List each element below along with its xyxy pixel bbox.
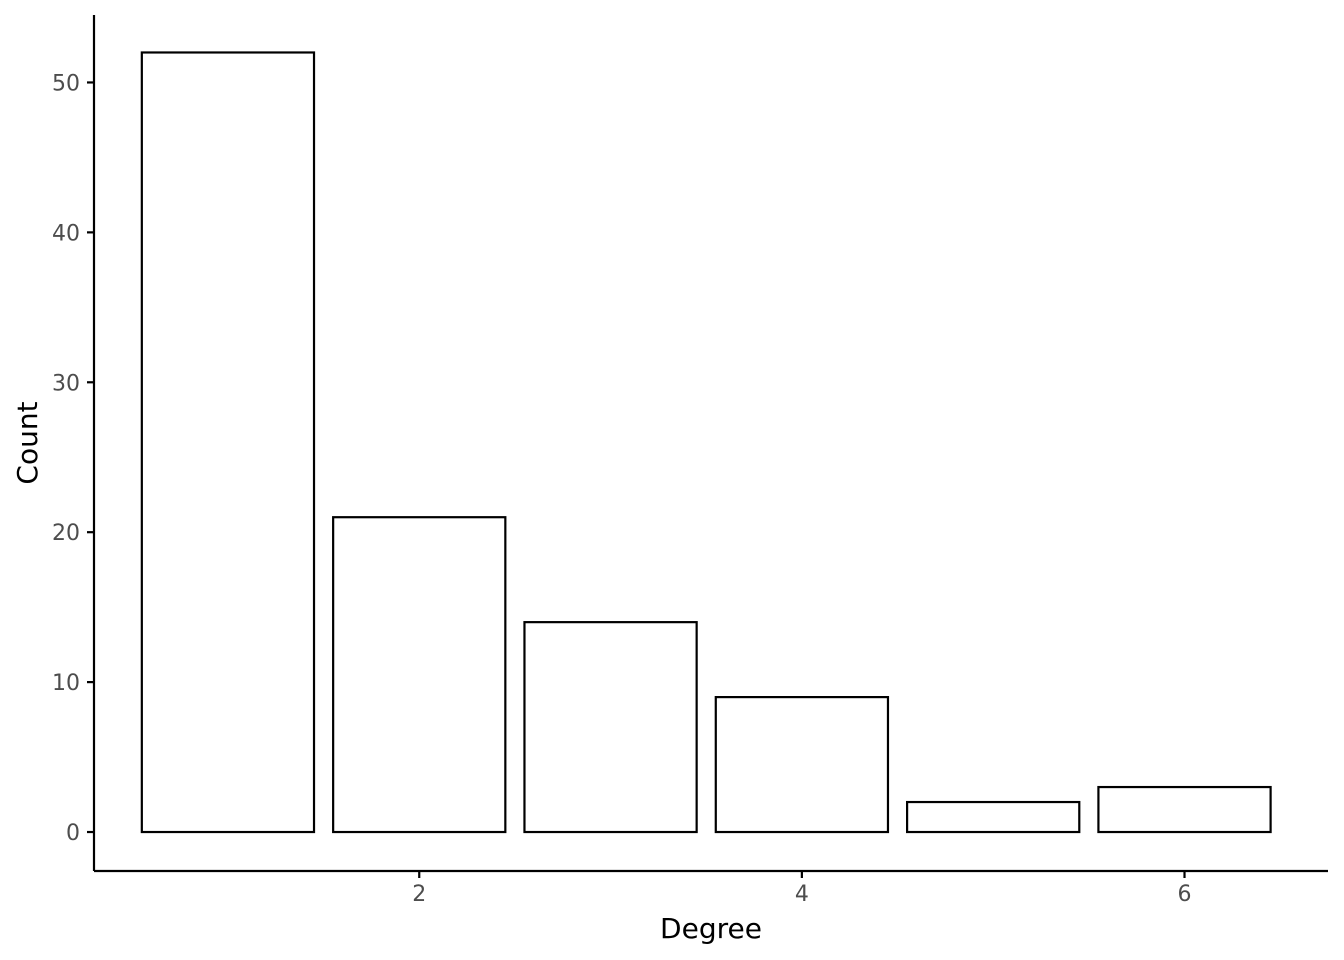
bar-degree-5 [906, 800, 1081, 834]
bar-degree-4 [714, 696, 890, 834]
y-tick-label-50: 50 [52, 71, 80, 96]
x-tick-label-6: 6 [1178, 882, 1192, 907]
y-tick-label-10: 10 [52, 671, 80, 696]
x-axis-title: Degree [660, 912, 762, 945]
bar-degree-1 [140, 51, 316, 834]
y-tick-label-30: 30 [52, 371, 80, 396]
y-tick-label-0: 0 [66, 821, 80, 846]
x-tick-label-2: 2 [412, 882, 426, 907]
bar-degree-2 [332, 516, 507, 834]
y-tick-label-20: 20 [52, 521, 80, 546]
bar-degree-6 [1097, 785, 1272, 834]
x-tick-label-4: 4 [795, 882, 809, 907]
y-tick-label-40: 40 [52, 221, 80, 246]
y-axis-ticks: 0 10 20 30 40 50 [52, 71, 94, 846]
bars-group [140, 51, 1272, 834]
x-axis-ticks: 2 4 6 [412, 871, 1192, 907]
bar-degree-3 [523, 621, 698, 834]
y-axis-title: Count [11, 401, 44, 484]
